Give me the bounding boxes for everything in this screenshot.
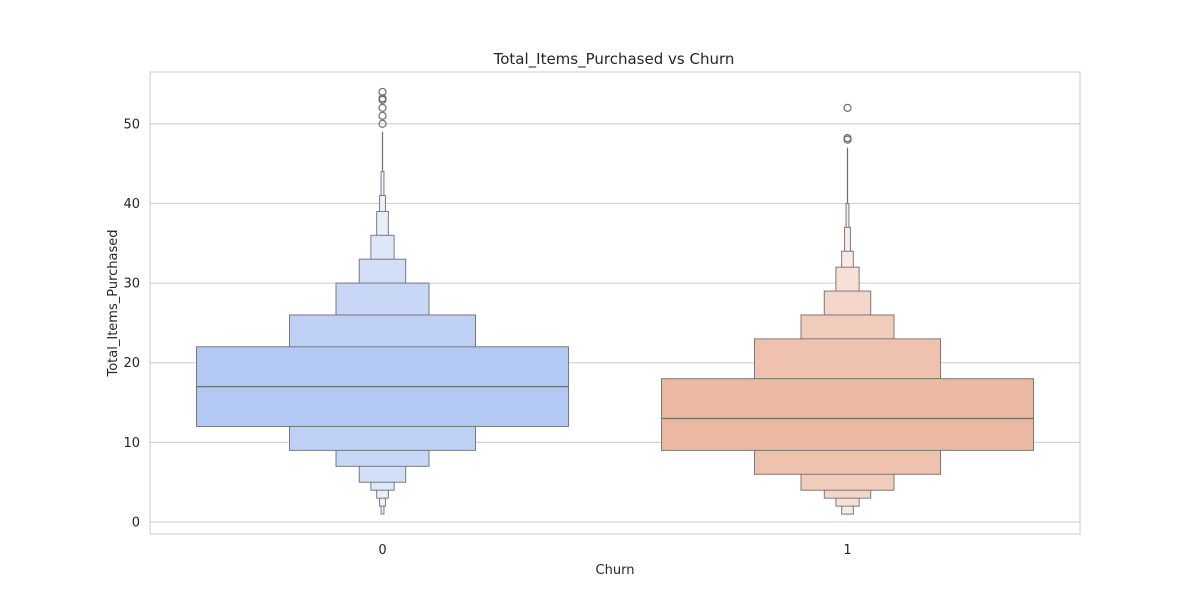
x-tick-label: 1 bbox=[843, 543, 851, 558]
y-tick-label: 10 bbox=[123, 436, 140, 451]
outlier-point bbox=[378, 111, 387, 120]
outlier-point bbox=[378, 119, 387, 128]
outlier-point bbox=[843, 103, 852, 112]
y-tick-label: 0 bbox=[132, 516, 140, 531]
x-axis-label: Churn bbox=[596, 563, 635, 578]
boxen-series bbox=[196, 87, 1034, 515]
boxen-level-1 bbox=[661, 378, 1034, 451]
y-axis-label: Total_Items_Purchased bbox=[106, 229, 121, 377]
outlier-point bbox=[378, 87, 387, 97]
y-tick-label: 20 bbox=[123, 356, 140, 371]
y-axis-ticks: 0 10 20 30 40 50 bbox=[123, 117, 140, 530]
outlier-point bbox=[378, 103, 387, 112]
y-tick-label: 50 bbox=[123, 117, 140, 132]
boxen-group-1 bbox=[661, 103, 1034, 515]
y-tick-label: 30 bbox=[123, 277, 140, 292]
x-tick-label: 0 bbox=[378, 543, 386, 558]
outlier-point bbox=[843, 134, 852, 143]
boxen-group-0 bbox=[196, 87, 569, 515]
outlier-point bbox=[378, 94, 387, 103]
chart-title: Total_Items_Purchased vs Churn bbox=[493, 50, 735, 69]
y-tick-label: 40 bbox=[123, 197, 140, 212]
